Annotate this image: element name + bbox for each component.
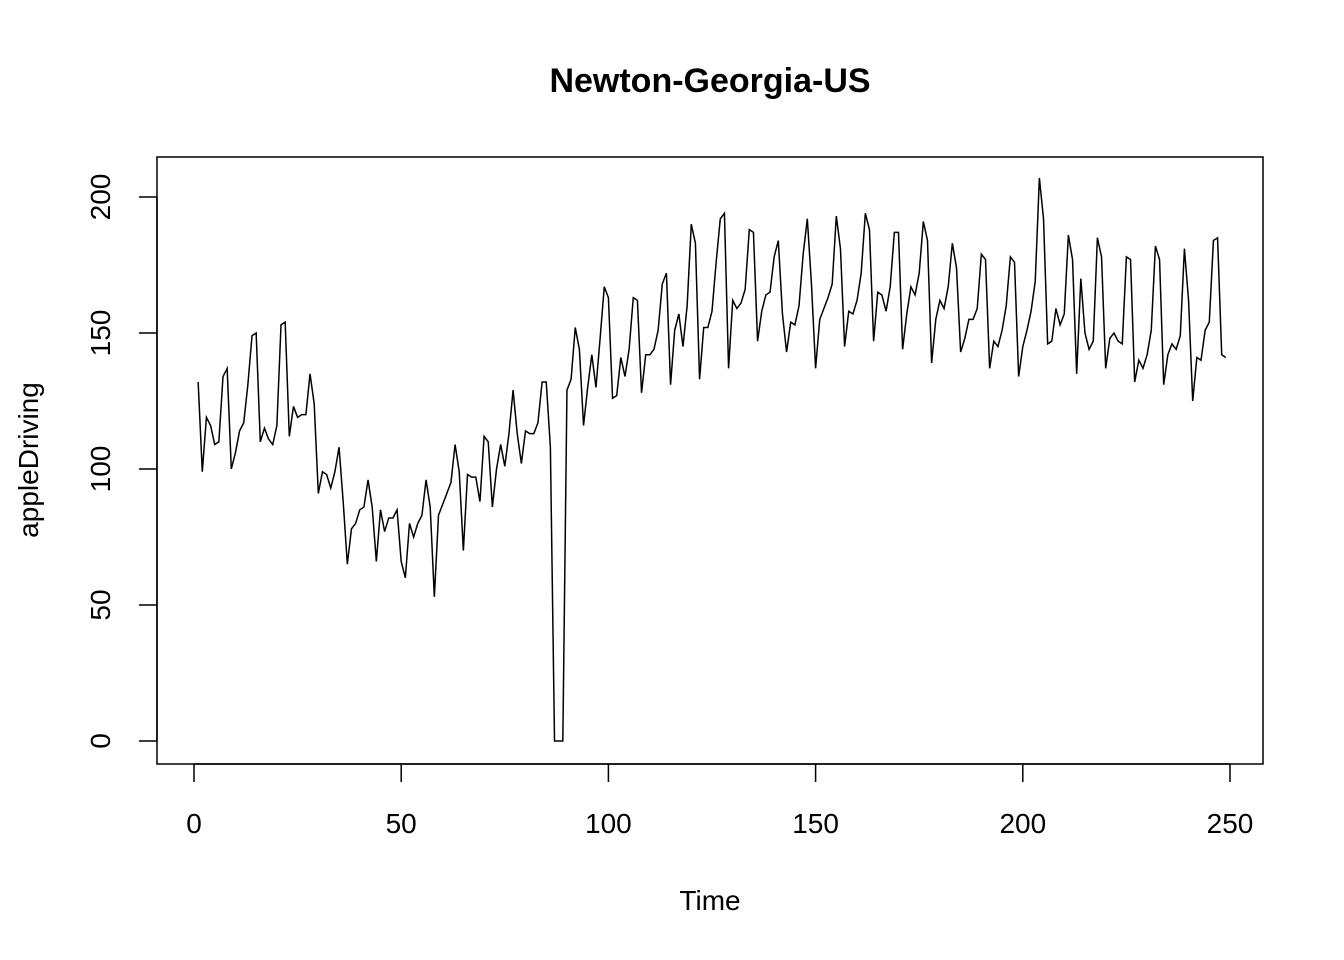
- y-axis: 0 50 100 150 200: [85, 174, 158, 749]
- chart-title: Newton-Georgia-US: [549, 62, 870, 100]
- x-tick-label: 100: [585, 808, 632, 839]
- x-tick-label: 250: [1207, 808, 1254, 839]
- y-tick-label: 150: [85, 310, 116, 357]
- y-axis-label: appleDriving: [13, 382, 44, 538]
- y-tick-label: 0: [85, 733, 116, 749]
- x-axis-label: Time: [679, 885, 740, 916]
- series-line: [197, 177, 1227, 742]
- x-tick-label: 50: [386, 808, 417, 839]
- y-tick-label: 200: [85, 174, 116, 221]
- x-tick-label: 150: [792, 808, 839, 839]
- x-tick-label: 0: [186, 808, 202, 839]
- x-axis: 0 50 100 150 200 250: [186, 763, 1254, 839]
- x-tick-label: 200: [999, 808, 1046, 839]
- y-tick-label: 50: [85, 589, 116, 620]
- y-tick-label: 100: [85, 446, 116, 493]
